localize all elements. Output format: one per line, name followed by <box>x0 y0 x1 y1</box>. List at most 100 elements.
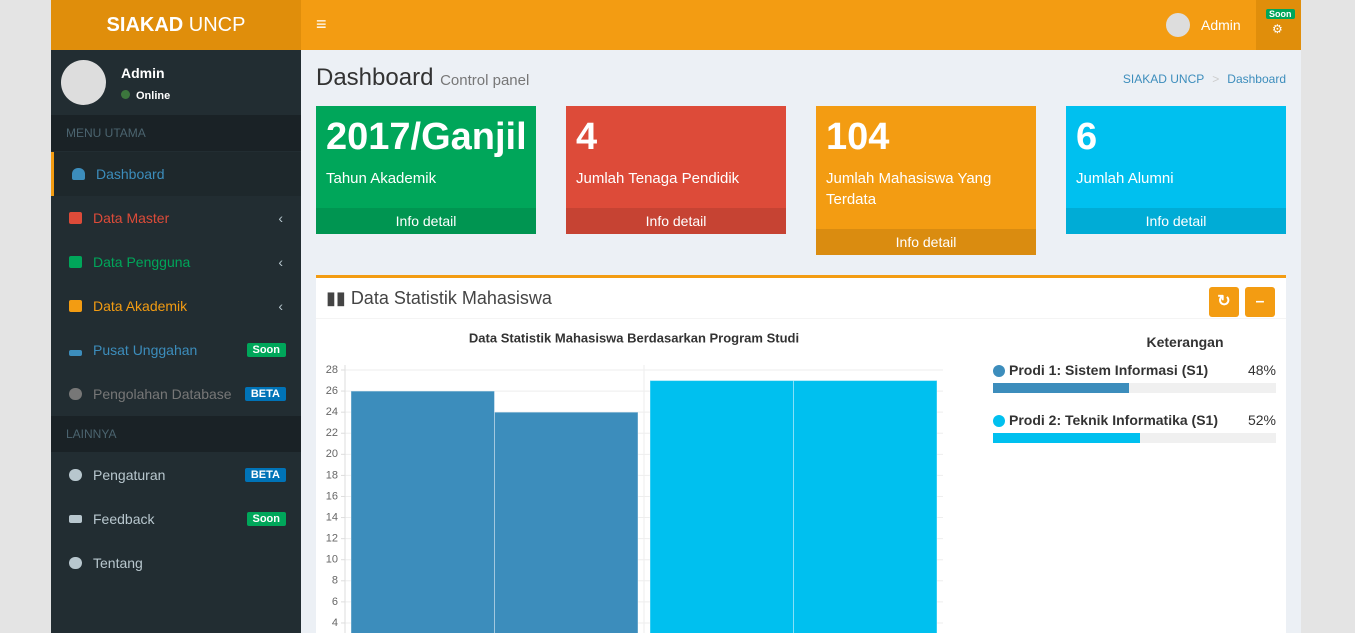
badge: BETA <box>244 468 286 482</box>
legend-percent: 48% <box>1247 362 1276 378</box>
top-bar: ≡ Admin Soon ⚙ <box>301 0 1301 50</box>
legend-label: Prodi 1: Sistem Informasi (S1) <box>1009 362 1209 378</box>
page-title: Dashboard <box>316 64 434 91</box>
menu-label: Pengaturan <box>93 467 166 483</box>
y-tick-label: 26 <box>326 385 338 397</box>
collapse-button[interactable]: – <box>1245 287 1275 317</box>
info-box: 6 Jumlah Alumni Info detail <box>1066 106 1286 234</box>
status-dot <box>121 90 130 99</box>
y-tick-label: 10 <box>326 554 338 566</box>
menu-label: Dashboard <box>96 166 165 182</box>
badge: Soon <box>246 343 286 357</box>
menu-section: MENU UTAMA <box>51 115 301 151</box>
badge: BETA <box>244 387 286 401</box>
breadcrumb-item[interactable]: SIAKAD UNCP <box>1122 72 1205 86</box>
info-label: Jumlah Alumni <box>1076 170 1174 187</box>
user-name: Admin <box>121 65 165 81</box>
menu-label: Data Akademik <box>93 298 188 314</box>
menu-item[interactable]: Data Akademik ‹ <box>51 284 301 328</box>
menu-item[interactable]: Tentang <box>51 541 301 585</box>
y-tick-label: 16 <box>326 490 338 502</box>
brand-light: UNCP <box>188 14 246 36</box>
info-link[interactable]: Info detail <box>816 229 1036 255</box>
legend-percent: 52% <box>1247 412 1276 428</box>
legend-title: Keterangan <box>1146 334 1224 350</box>
bar <box>649 380 794 633</box>
y-tick-label: 4 <box>332 617 338 629</box>
menu-label: Feedback <box>93 511 155 527</box>
legend-label: Prodi 2: Teknik Informatika (S1) <box>1009 412 1219 428</box>
y-tick-label: 8 <box>332 575 338 587</box>
menu-label: Data Pengguna <box>93 254 191 270</box>
info-value: 2017/Ganjil <box>326 116 527 158</box>
page-header: Dashboard Control panel <box>316 64 529 92</box>
sidebar: Admin Online MENU UTAMA Dashboard Data M… <box>51 50 301 633</box>
menu-item[interactable]: Data Pengguna ‹ <box>51 240 301 284</box>
legend-item: Prodi 2: Teknik Informatika (S1) 52% <box>993 412 1276 462</box>
chart-title: Data Statistik Mahasiswa Berdasarkan Pro… <box>469 330 799 345</box>
y-tick-label: 6 <box>332 596 338 608</box>
info-label: Jumlah Mahasiswa Yang Terdata <box>826 170 992 208</box>
y-tick-label: 22 <box>326 427 338 439</box>
user-status: Online <box>136 90 171 102</box>
menu-item[interactable]: Pengaturan BETA <box>51 453 301 497</box>
info-box: 104 Jumlah Mahasiswa Yang Terdata Info det… <box>816 106 1036 255</box>
menu-label: Pusat Unggahan <box>93 342 198 358</box>
info-box: 2017/Ganjil Tahun Akademik Info detail <box>316 106 536 234</box>
menu-item[interactable]: Data Master ‹ <box>51 196 301 240</box>
y-tick-label: 18 <box>326 469 338 481</box>
info-label: Tahun Akademik <box>326 170 437 187</box>
info-label: Jumlah Tenaga Pendidik <box>576 170 740 187</box>
info-link[interactable]: Info detail <box>1066 208 1286 234</box>
info-box: 4 Jumlah Tenaga Pendidik Info detail <box>566 106 786 234</box>
menu-item[interactable]: Feedback Soon <box>51 497 301 541</box>
panel-title: Data Statistik Mahasiswa <box>350 288 552 308</box>
bar <box>793 380 938 633</box>
menu-item[interactable]: Pengolahan Database BETA <box>51 372 301 416</box>
user-name[interactable]: Admin <box>1201 17 1241 33</box>
breadcrumb-item[interactable]: Dashboard <box>1227 72 1286 86</box>
brand-bold: SIAKAD <box>106 14 184 36</box>
legend-dot <box>993 365 1005 377</box>
badge: Soon <box>1266 9 1295 19</box>
menu-label: Pengolahan Database <box>93 386 232 402</box>
page-subtitle: Control panel <box>440 72 530 89</box>
brand[interactable]: SIAKAD UNCP <box>51 0 301 50</box>
bar <box>350 390 495 633</box>
y-tick-label: 14 <box>326 511 338 523</box>
info-value: 6 <box>1076 116 1098 158</box>
y-tick-label: 28 <box>326 364 338 376</box>
settings-button[interactable]: Soon ⚙ <box>1256 0 1301 50</box>
legend-item: Prodi 1: Sistem Informasi (S1) 48% <box>993 362 1276 412</box>
menu-label: Tentang <box>93 555 143 571</box>
progress-bar <box>993 433 1141 443</box>
info-value: 104 <box>826 116 890 158</box>
y-tick-label: 20 <box>326 448 338 460</box>
badge: Soon <box>246 512 286 526</box>
y-tick-label: 24 <box>326 406 338 418</box>
menu-item[interactable]: Pusat Unggahan Soon <box>51 328 301 372</box>
menu-item[interactable]: Dashboard <box>51 152 301 196</box>
legend: Prodi 1: Sistem Informasi (S1) 48% Prodi… <box>993 362 1276 462</box>
panel-header: ▮▮ Data Statistik Mahasiswa <box>326 288 552 308</box>
menu-toggle[interactable]: ≡ <box>316 14 327 34</box>
menu-label: Data Master <box>93 210 170 226</box>
progress-track <box>993 383 1276 393</box>
progress-track <box>993 433 1276 443</box>
info-link[interactable]: Info detail <box>566 208 786 234</box>
y-tick-label: 12 <box>326 533 338 545</box>
user-avatar <box>1166 13 1190 37</box>
bar <box>494 411 639 633</box>
info-link[interactable]: Info detail <box>316 208 536 234</box>
info-value: 4 <box>576 116 598 158</box>
menu-section: LAINNYA <box>51 416 301 452</box>
user-avatar <box>61 60 106 105</box>
refresh-button[interactable]: ↻ <box>1209 287 1239 317</box>
breadcrumb: SIAKAD UNCP > Dashboard <box>1122 72 1286 86</box>
legend-dot <box>993 415 1005 427</box>
gear-icon: ⚙ <box>1272 22 1283 36</box>
progress-bar <box>993 383 1129 393</box>
divider <box>316 318 1286 319</box>
